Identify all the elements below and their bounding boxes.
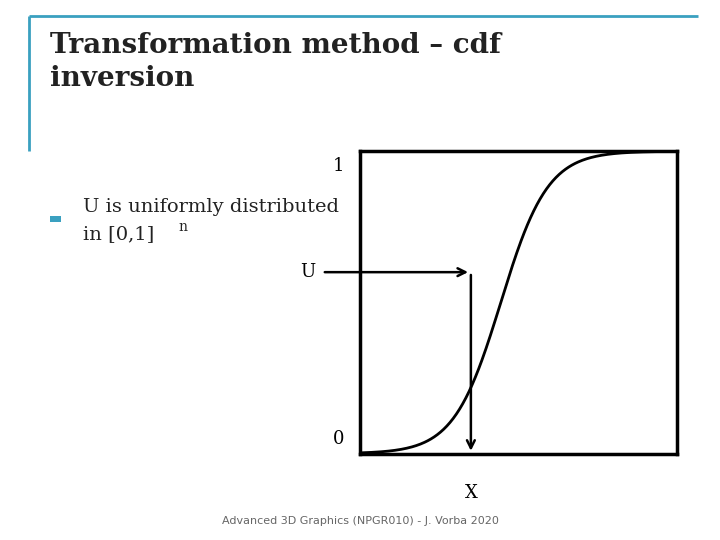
- Text: 0: 0: [333, 429, 344, 448]
- FancyBboxPatch shape: [50, 215, 61, 222]
- Text: Advanced 3D Graphics (NPGR010) - J. Vorba 2020: Advanced 3D Graphics (NPGR010) - J. Vorb…: [222, 516, 498, 526]
- Text: Transformation method – cdf
inversion: Transformation method – cdf inversion: [50, 32, 501, 92]
- Text: X: X: [464, 484, 477, 502]
- Text: n: n: [179, 220, 187, 234]
- Text: U: U: [300, 263, 315, 281]
- Text: 1: 1: [333, 157, 344, 176]
- Text: in [0,1]: in [0,1]: [83, 225, 154, 243]
- Text: U is uniformly distributed: U is uniformly distributed: [83, 198, 339, 216]
